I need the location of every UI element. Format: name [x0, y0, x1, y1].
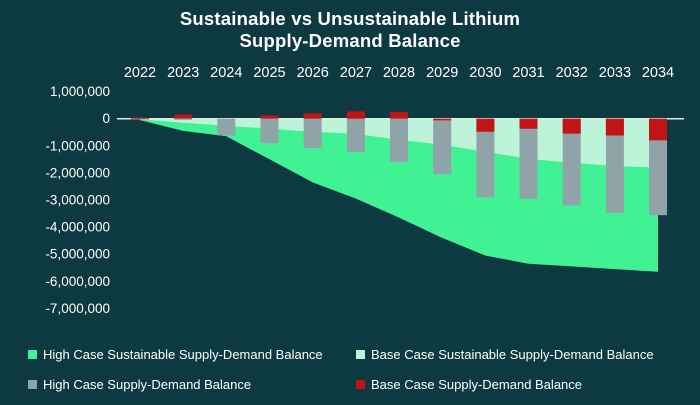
x-tick-label-2027: 2027: [340, 65, 372, 81]
bar-high-case-2030: [476, 118, 495, 198]
chart-title-line1: Sustainable vs Unsustainable Lithium: [179, 8, 521, 29]
chart-title: Sustainable vs Unsustainable Lithium Sup…: [0, 8, 700, 52]
bar-high-case-2029: [433, 118, 452, 175]
bar-high-case-2022: [131, 118, 149, 120]
x-tick-label-2030: 2030: [469, 65, 501, 81]
legend-swatch-icon: [28, 350, 37, 359]
bar-high-case-2023: [174, 118, 193, 120]
legend-label: Base Case Sustainable Supply-Demand Bala…: [371, 347, 654, 362]
bar-high-case-2024: [217, 118, 236, 136]
y-tick-label-1,000,000: 1,000,000: [50, 84, 110, 99]
y-tick-label--5,000,000: -5,000,000: [45, 247, 110, 262]
y-tick-label--4,000,000: -4,000,000: [45, 220, 110, 235]
legend-swatch-icon: [28, 380, 37, 389]
bar-base-case-2025: [260, 115, 279, 119]
legend-item-0: High Case Sustainable Supply-Demand Bala…: [28, 347, 352, 362]
y-tick-label--1,000,000: -1,000,000: [45, 138, 110, 153]
bar-base-case-2031: [519, 118, 538, 129]
bar-high-case-2027: [346, 118, 365, 153]
bar-base-case-2030: [476, 118, 495, 132]
bar-base-case-2022: [131, 117, 149, 119]
legend-item-2: High Case Supply-Demand Balance: [28, 377, 352, 392]
x-tick-label-2024: 2024: [210, 65, 242, 81]
bar-high-case-2026: [303, 118, 322, 148]
bar-high-case-2025: [260, 118, 279, 144]
legend-item-1: Base Case Sustainable Supply-Demand Bala…: [356, 347, 694, 362]
legend-item-3: Base Case Supply-Demand Balance: [356, 377, 694, 392]
x-tick-label-2026: 2026: [297, 65, 329, 81]
bar-base-case-2026: [303, 113, 322, 119]
legend-swatch-icon: [356, 380, 365, 389]
bar-high-case-2032: [562, 118, 581, 206]
legend: High Case Sustainable Supply-Demand Bala…: [28, 347, 694, 392]
x-tick-label-2025: 2025: [253, 65, 285, 81]
bar-base-case-2033: [605, 118, 624, 136]
bar-base-case-2034: [649, 118, 667, 141]
legend-label: Base Case Supply-Demand Balance: [371, 377, 583, 392]
x-tick-label-2028: 2028: [383, 65, 415, 81]
bar-base-case-2028: [390, 111, 408, 119]
bar-base-case-2023: [174, 114, 193, 119]
x-tick-label-2023: 2023: [167, 65, 199, 81]
y-tick-label-0: 0: [102, 111, 110, 126]
bar-high-case-2028: [390, 118, 408, 163]
y-tick-label--6,000,000: -6,000,000: [45, 274, 110, 289]
bar-high-case-2034: [649, 118, 667, 216]
x-tick-label-2029: 2029: [426, 65, 458, 81]
x-tick-label-2034: 2034: [642, 65, 674, 81]
bar-base-case-2032: [562, 118, 581, 134]
x-tick-label-2022: 2022: [124, 65, 156, 81]
legend-label: High Case Supply-Demand Balance: [43, 377, 252, 392]
y-tick-label--7,000,000: -7,000,000: [45, 301, 110, 316]
bar-high-case-2033: [605, 118, 624, 214]
y-tick-label--3,000,000: -3,000,000: [45, 193, 110, 208]
legend-swatch-icon: [356, 350, 365, 359]
chart-title-line2: Supply-Demand Balance: [239, 30, 461, 51]
y-tick-label--2,000,000: -2,000,000: [45, 165, 110, 180]
bar-high-case-2031: [519, 118, 538, 199]
x-tick-label-2032: 2032: [556, 65, 588, 81]
bar-base-case-2027: [346, 111, 365, 119]
bar-base-case-2029: [433, 118, 452, 121]
x-tick-label-2033: 2033: [599, 65, 631, 81]
legend-label: High Case Sustainable Supply-Demand Bala…: [43, 347, 323, 362]
x-tick-label-2031: 2031: [512, 65, 544, 81]
